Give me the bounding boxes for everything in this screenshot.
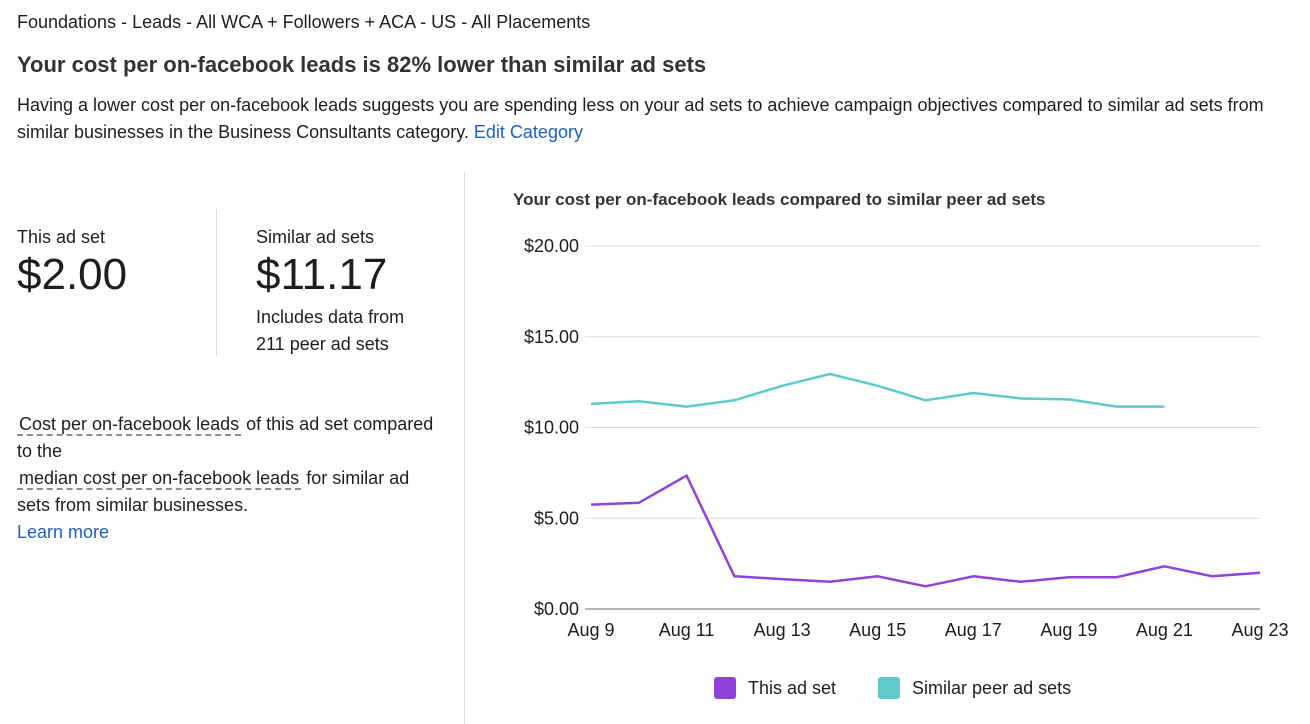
this-ad-set-metric: This ad set $2.00 <box>17 227 127 300</box>
x-tick-label: Aug 19 <box>1040 620 1097 640</box>
y-tick-label: $5.00 <box>534 508 579 528</box>
peer-note-line1: Includes data from <box>256 307 405 327</box>
x-tick-label: Aug 9 <box>567 620 614 640</box>
x-tick-label: Aug 23 <box>1231 620 1288 640</box>
peer-note-line2: 211 peer ad sets <box>256 334 389 354</box>
panel-divider <box>464 172 465 724</box>
legend-swatch-similar-peer <box>878 677 901 699</box>
edit-category-link[interactable]: Edit Category <box>473 122 583 142</box>
explanation-text-1: of this ad set compared to the <box>17 414 434 461</box>
metric-divider <box>216 209 217 356</box>
legend-swatch-this-ad-set <box>714 677 736 699</box>
x-tick-label: Aug 13 <box>754 620 811 640</box>
legend-label-similar-peer: Similar peer ad sets <box>912 677 1072 698</box>
y-tick-label: $20.00 <box>524 236 579 256</box>
learn-more-link[interactable]: Learn more <box>17 522 110 542</box>
similar-ad-sets-value: $11.17 <box>256 250 388 299</box>
legend-label-this-ad-set: This ad set <box>748 677 837 698</box>
breadcrumb: Foundations - Leads - All WCA + Follower… <box>17 12 591 32</box>
insight-description: Having a lower cost per on-facebook lead… <box>17 92 1287 146</box>
similar-ad-sets-metric: Similar ad sets $11.17 Includes data fro… <box>256 227 404 358</box>
similar-ad-sets-label: Similar ad sets <box>256 227 375 247</box>
cost-per-lead-term[interactable]: Cost per on-facebook leads <box>17 414 242 436</box>
comparison-line-chart: $0.00 $5.00 $10.00 $15.00 $20.00 Aug 9 Aug 11 A… <box>524 236 1289 640</box>
x-tick-label: Aug 21 <box>1136 620 1193 640</box>
legend-item-similar-peer[interactable]: Similar peer ad sets <box>878 677 1071 699</box>
insight-headline: Your cost per on-facebook leads is 82% l… <box>17 52 707 77</box>
explanation-text-2: for similar ad sets from similar busines… <box>17 468 410 515</box>
peer-data-note: Includes data from 211 peer ad sets <box>256 304 404 358</box>
x-tick-label: Aug 17 <box>945 620 1002 640</box>
x-tick-label: Aug 15 <box>849 620 906 640</box>
this-ad-set-value: $2.00 <box>17 250 128 299</box>
metric-explanation: Cost per on-facebook leads of this ad se… <box>17 411 437 546</box>
y-tick-label: $10.00 <box>524 418 579 438</box>
legend-item-this-ad-set[interactable]: This ad set <box>714 677 836 699</box>
description-text: Having a lower cost per on-facebook lead… <box>17 95 1264 142</box>
x-tick-label: Aug 11 <box>659 620 715 640</box>
this-ad-set-label: This ad set <box>17 227 106 247</box>
series-line-this-ad-set <box>590 474 1261 588</box>
chart-title: Your cost per on-facebook leads compared… <box>513 190 1046 209</box>
y-tick-label: $15.00 <box>524 327 579 347</box>
series-line-similar-peer <box>590 372 1165 408</box>
y-tick-label: $0.00 <box>534 599 579 619</box>
chart-legend: This ad set Similar peer ad sets <box>714 677 1071 699</box>
median-cost-term[interactable]: median cost per on-facebook leads <box>17 468 302 490</box>
